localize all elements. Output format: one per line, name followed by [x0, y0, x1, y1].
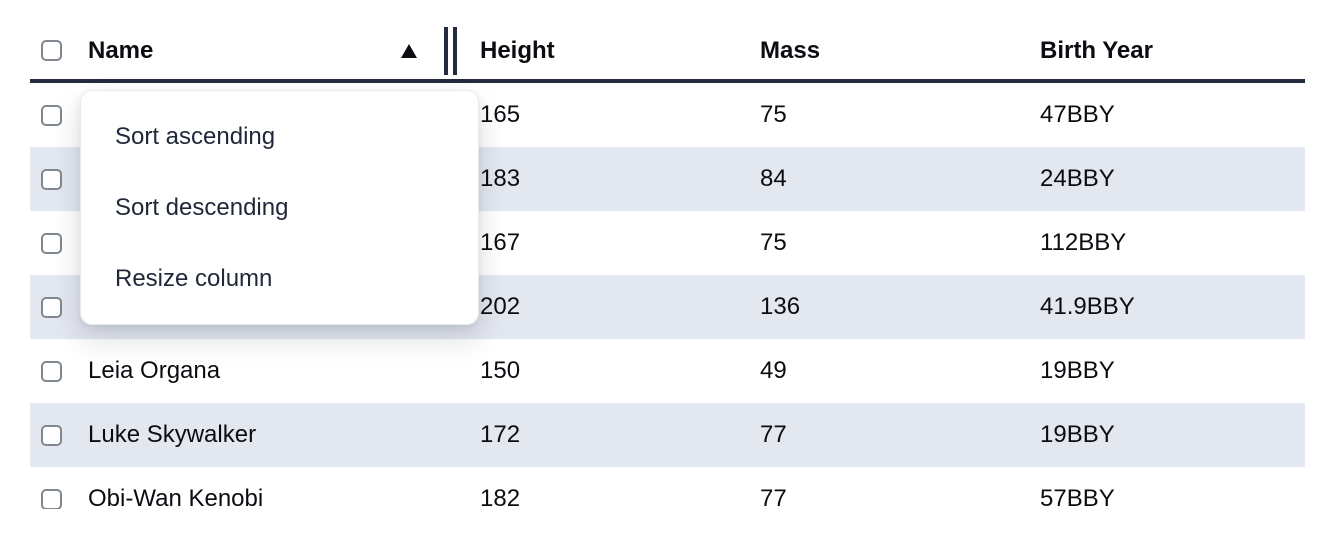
column-header-name-label: Name [88, 36, 154, 64]
cell-height: 182 [480, 485, 521, 509]
cell-name: Obi-Wan Kenobi [88, 485, 264, 509]
cell-birth-year: 41.9BBY [1040, 293, 1135, 320]
cell-height: 150 [480, 357, 521, 384]
row-select-checkbox[interactable] [41, 104, 62, 126]
column-header-mass[interactable]: Mass [760, 36, 821, 64]
menu-item-sort-descending[interactable]: Sort descending [115, 193, 289, 221]
table-row: Obi-Wan Kenobi 182 77 57BBY [30, 467, 1305, 509]
cell-birth-year: 19BBY [1040, 357, 1115, 384]
cell-height: 183 [480, 165, 521, 192]
row-select-checkbox[interactable] [41, 360, 62, 382]
row-select-checkbox[interactable] [41, 168, 62, 190]
row-select-checkbox[interactable] [41, 488, 62, 509]
cell-height: 172 [480, 421, 521, 448]
cell-height: 202 [480, 293, 521, 320]
cell-birth-year: 57BBY [1040, 485, 1115, 509]
cell-birth-year: 19BBY [1040, 421, 1115, 448]
cell-height: 165 [480, 101, 521, 128]
column-header-name[interactable]: Name [80, 26, 460, 75]
column-header-height[interactable]: Height [480, 36, 555, 64]
cell-name: Luke Skywalker [88, 421, 257, 448]
row-select-checkbox[interactable] [41, 232, 62, 254]
menu-item-resize-column[interactable]: Resize column [115, 264, 273, 292]
sort-ascending-icon [401, 43, 417, 58]
cell-birth-year: 24BBY [1040, 165, 1115, 192]
cell-mass: 49 [760, 357, 787, 384]
cell-name: Leia Organa [88, 357, 221, 384]
column-context-menu: Sort ascending Sort descending Resize co… [80, 90, 479, 325]
cell-mass: 75 [760, 101, 787, 128]
column-resize-handle-icon[interactable] [444, 26, 457, 75]
cell-mass: 77 [760, 421, 787, 448]
row-select-checkbox[interactable] [41, 424, 62, 446]
menu-item-sort-ascending[interactable]: Sort ascending [115, 122, 276, 150]
select-all-cell [30, 40, 80, 61]
table-header-row: Name Height Mass Birth Year [30, 0, 1305, 83]
table-row: Leia Organa 150 49 19BBY [30, 339, 1305, 403]
cell-mass: 136 [760, 293, 801, 320]
cell-mass: 75 [760, 229, 787, 256]
row-select-checkbox[interactable] [41, 296, 62, 318]
cell-birth-year: 47BBY [1040, 101, 1115, 128]
cell-mass: 84 [760, 165, 787, 192]
table-row: Luke Skywalker 172 77 19BBY [30, 403, 1305, 467]
select-all-checkbox[interactable] [41, 40, 62, 61]
cell-birth-year: 112BBY [1040, 229, 1127, 256]
cell-height: 167 [480, 229, 521, 256]
cell-mass: 77 [760, 485, 787, 509]
column-header-birth-year[interactable]: Birth Year [1040, 36, 1153, 64]
